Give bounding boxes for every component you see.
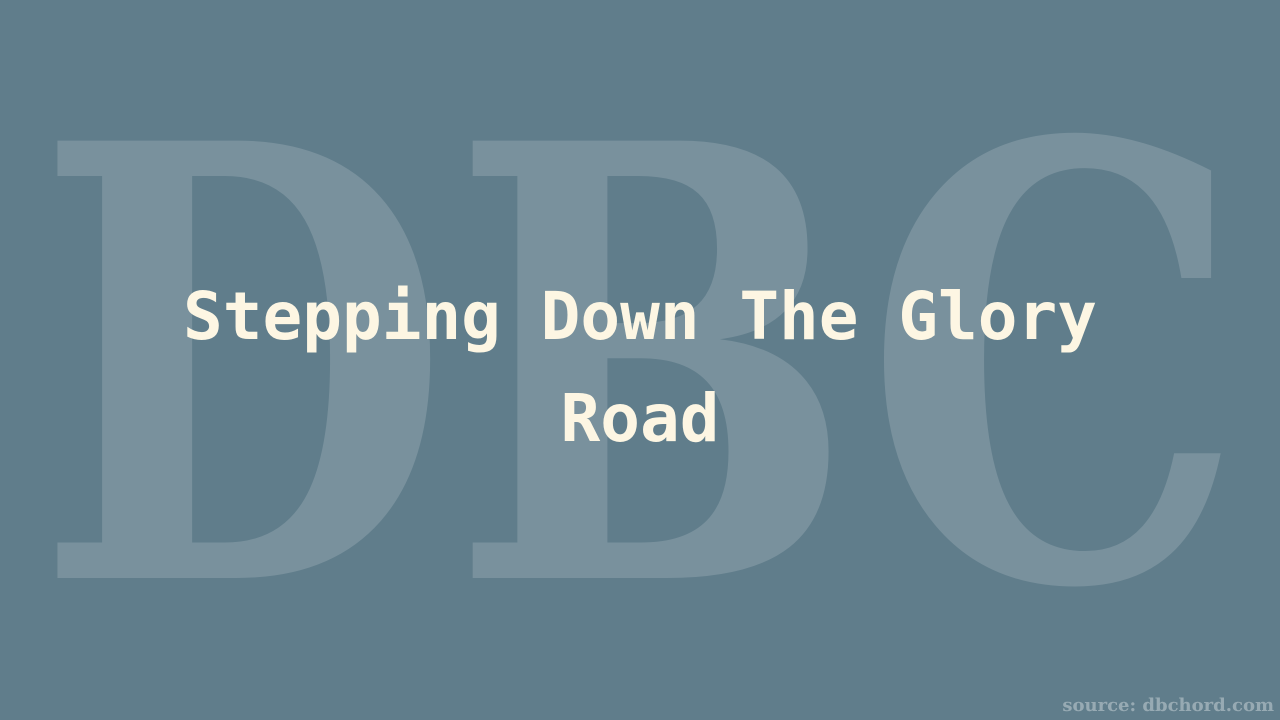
song-title: Stepping Down The Glory Road xyxy=(183,278,1097,457)
source-credit: source: dbchord.com xyxy=(1062,695,1274,716)
